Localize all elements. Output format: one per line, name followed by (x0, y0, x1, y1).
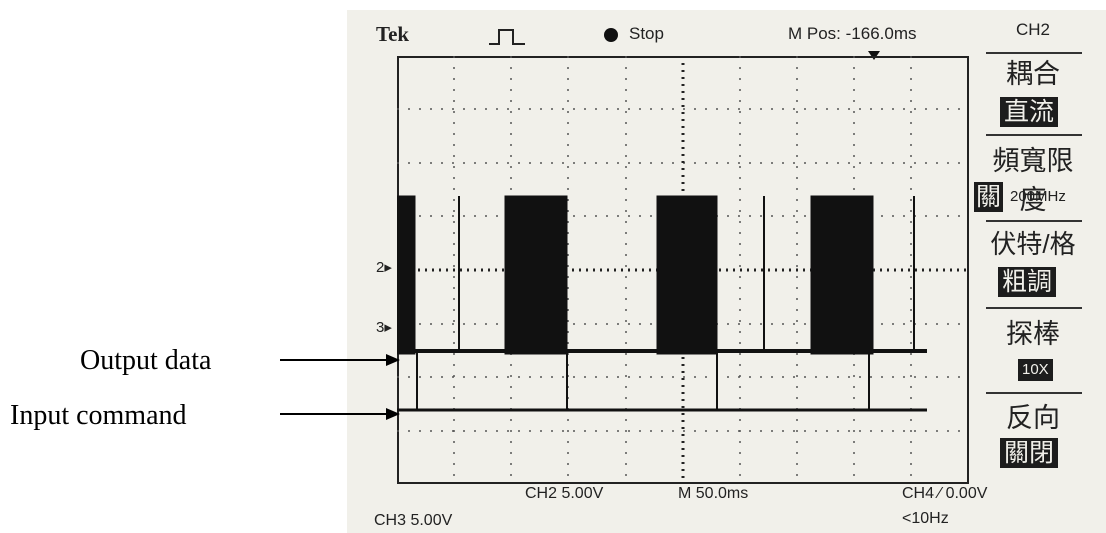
menu-divider (986, 220, 1082, 222)
time-base-readout: M 50.0ms (678, 485, 749, 502)
menu-channel-title: CH2 (1015, 20, 1050, 39)
output-data-label: Output data (80, 345, 212, 376)
coupling-value: 直流 (1000, 97, 1059, 127)
menu-divider (986, 134, 1082, 136)
ch4-trigger-readout: CH4 ⁄ 0.00V (902, 485, 988, 502)
ch3-scale-readout: CH3 5.00V (374, 512, 453, 529)
bandwidth-limit-label: 頻寬限度 (992, 146, 1074, 215)
input-command-arrow-icon (280, 408, 400, 420)
graticule (397, 56, 969, 484)
volts-div-label: 伏特/格 (990, 229, 1076, 259)
probe-label: 探棒 (1006, 319, 1060, 349)
ch2-marker: 2▸ (376, 259, 392, 276)
brand-label: Tek (376, 22, 410, 46)
bandwidth-limit-value: 關 (974, 182, 1004, 212)
frequency-readout: <10Hz (902, 510, 949, 527)
coupling-label: 耦合 (1006, 59, 1060, 89)
output-data-arrow-icon (280, 354, 400, 366)
output-data-trace (397, 195, 927, 355)
trigger-position-marker-icon (868, 51, 880, 60)
trigger-state: Stop (629, 24, 664, 43)
volts-div-value: 粗調 (998, 267, 1057, 297)
probe-value: 10X (1018, 359, 1053, 381)
input-command-trace (397, 353, 927, 412)
invert-label: 反向 (1006, 403, 1060, 433)
bandwidth-limit-extra: 200MHz (1010, 188, 1066, 205)
ch3-marker: 3▸ (376, 319, 392, 336)
menu-divider (986, 52, 1082, 54)
ch2-scale-readout: CH2 5.00V (525, 485, 604, 502)
stop-indicator-icon (604, 28, 618, 42)
menu-divider (986, 307, 1082, 309)
menu-divider (986, 392, 1082, 394)
input-command-label: Input command (10, 400, 187, 431)
invert-value: 關閉 (1000, 438, 1059, 468)
center-axes (397, 56, 969, 484)
m-position-readout: M Pos: -166.0ms (788, 24, 917, 43)
trigger-pulse-icon (489, 29, 525, 45)
